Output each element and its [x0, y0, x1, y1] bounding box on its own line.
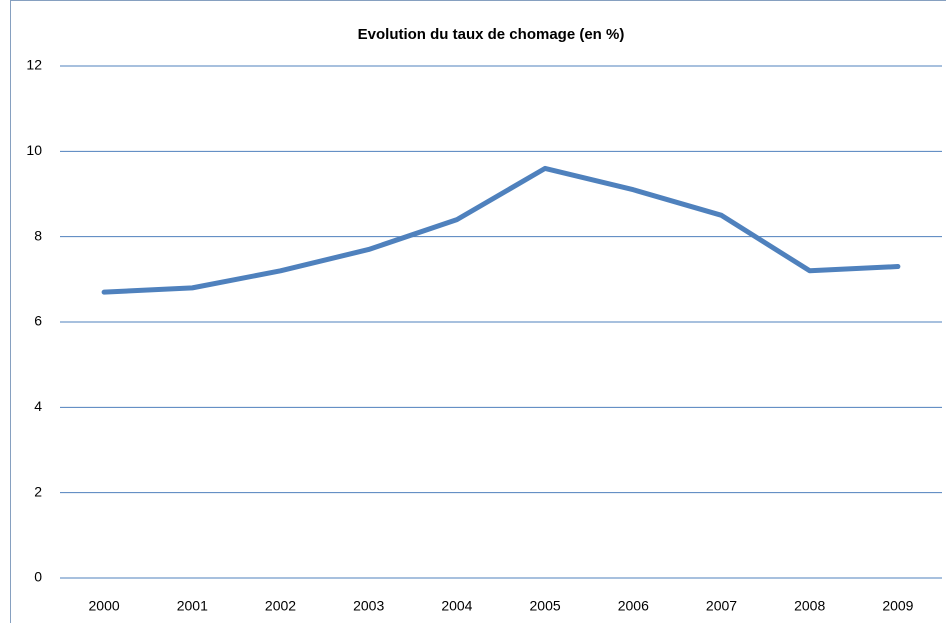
x-tick-label: 2003 [353, 598, 384, 614]
line-series [101, 165, 901, 295]
y-tick-label: 8 [34, 227, 42, 243]
x-tick-label: 2001 [177, 598, 208, 614]
y-tick-label: 0 [34, 569, 42, 585]
x-tick-label: 2006 [618, 598, 649, 614]
chart-border [10, 0, 946, 623]
x-tick-label: 2008 [794, 598, 825, 614]
x-tick-label: 2009 [882, 598, 913, 614]
x-tick-label: 2004 [441, 598, 472, 614]
y-tick-label: 2 [34, 483, 42, 499]
y-tick-label: 12 [26, 57, 42, 73]
x-tick-label: 2005 [530, 598, 561, 614]
y-tick-label: 6 [34, 313, 42, 329]
chart-title: Evolution du taux de chomage (en %) [358, 26, 625, 43]
y-tick-label: 4 [34, 398, 42, 414]
x-tick-label: 2007 [706, 598, 737, 614]
x-tick-label: 2000 [89, 598, 120, 614]
x-tick-label: 2002 [265, 598, 296, 614]
y-tick-label: 10 [26, 142, 42, 158]
